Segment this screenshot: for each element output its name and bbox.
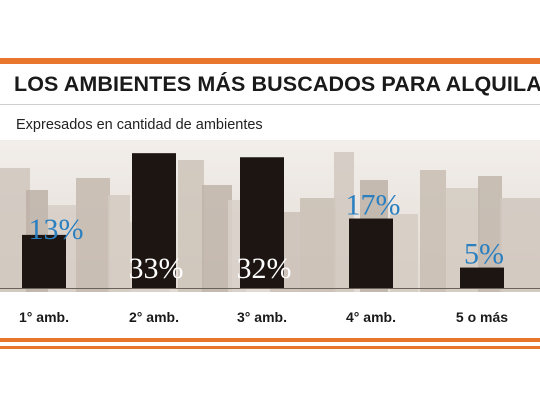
top-accent-rule [0,58,540,64]
bottom-accent-rule [0,338,540,342]
category-label-4: 4° amb. [346,309,396,325]
chart-subtitle: Expresados en cantidad de ambientes [16,117,263,133]
bar-4 [349,218,393,288]
value-label-1: 13% [29,213,84,246]
category-label-5: 5 o más [456,309,508,325]
category-label-3: 3° amb. [237,309,287,325]
value-label-3: 32% [237,252,292,285]
bar-3 [240,157,284,288]
value-label-5: 5% [464,238,504,271]
bar-5 [460,267,504,288]
value-label-4: 17% [346,189,401,222]
category-label-2: 2° amb. [129,309,179,325]
bottom-accent-rule-thin [0,346,540,349]
title-divider [0,104,540,105]
value-label-2: 33% [129,252,184,285]
chart-title: LOS AMBIENTES MÁS BUSCADOS PARA ALQUILAR [14,72,540,96]
bar-1 [22,234,66,288]
bar-2 [132,153,176,288]
category-label-1: 1° amb. [19,309,69,325]
